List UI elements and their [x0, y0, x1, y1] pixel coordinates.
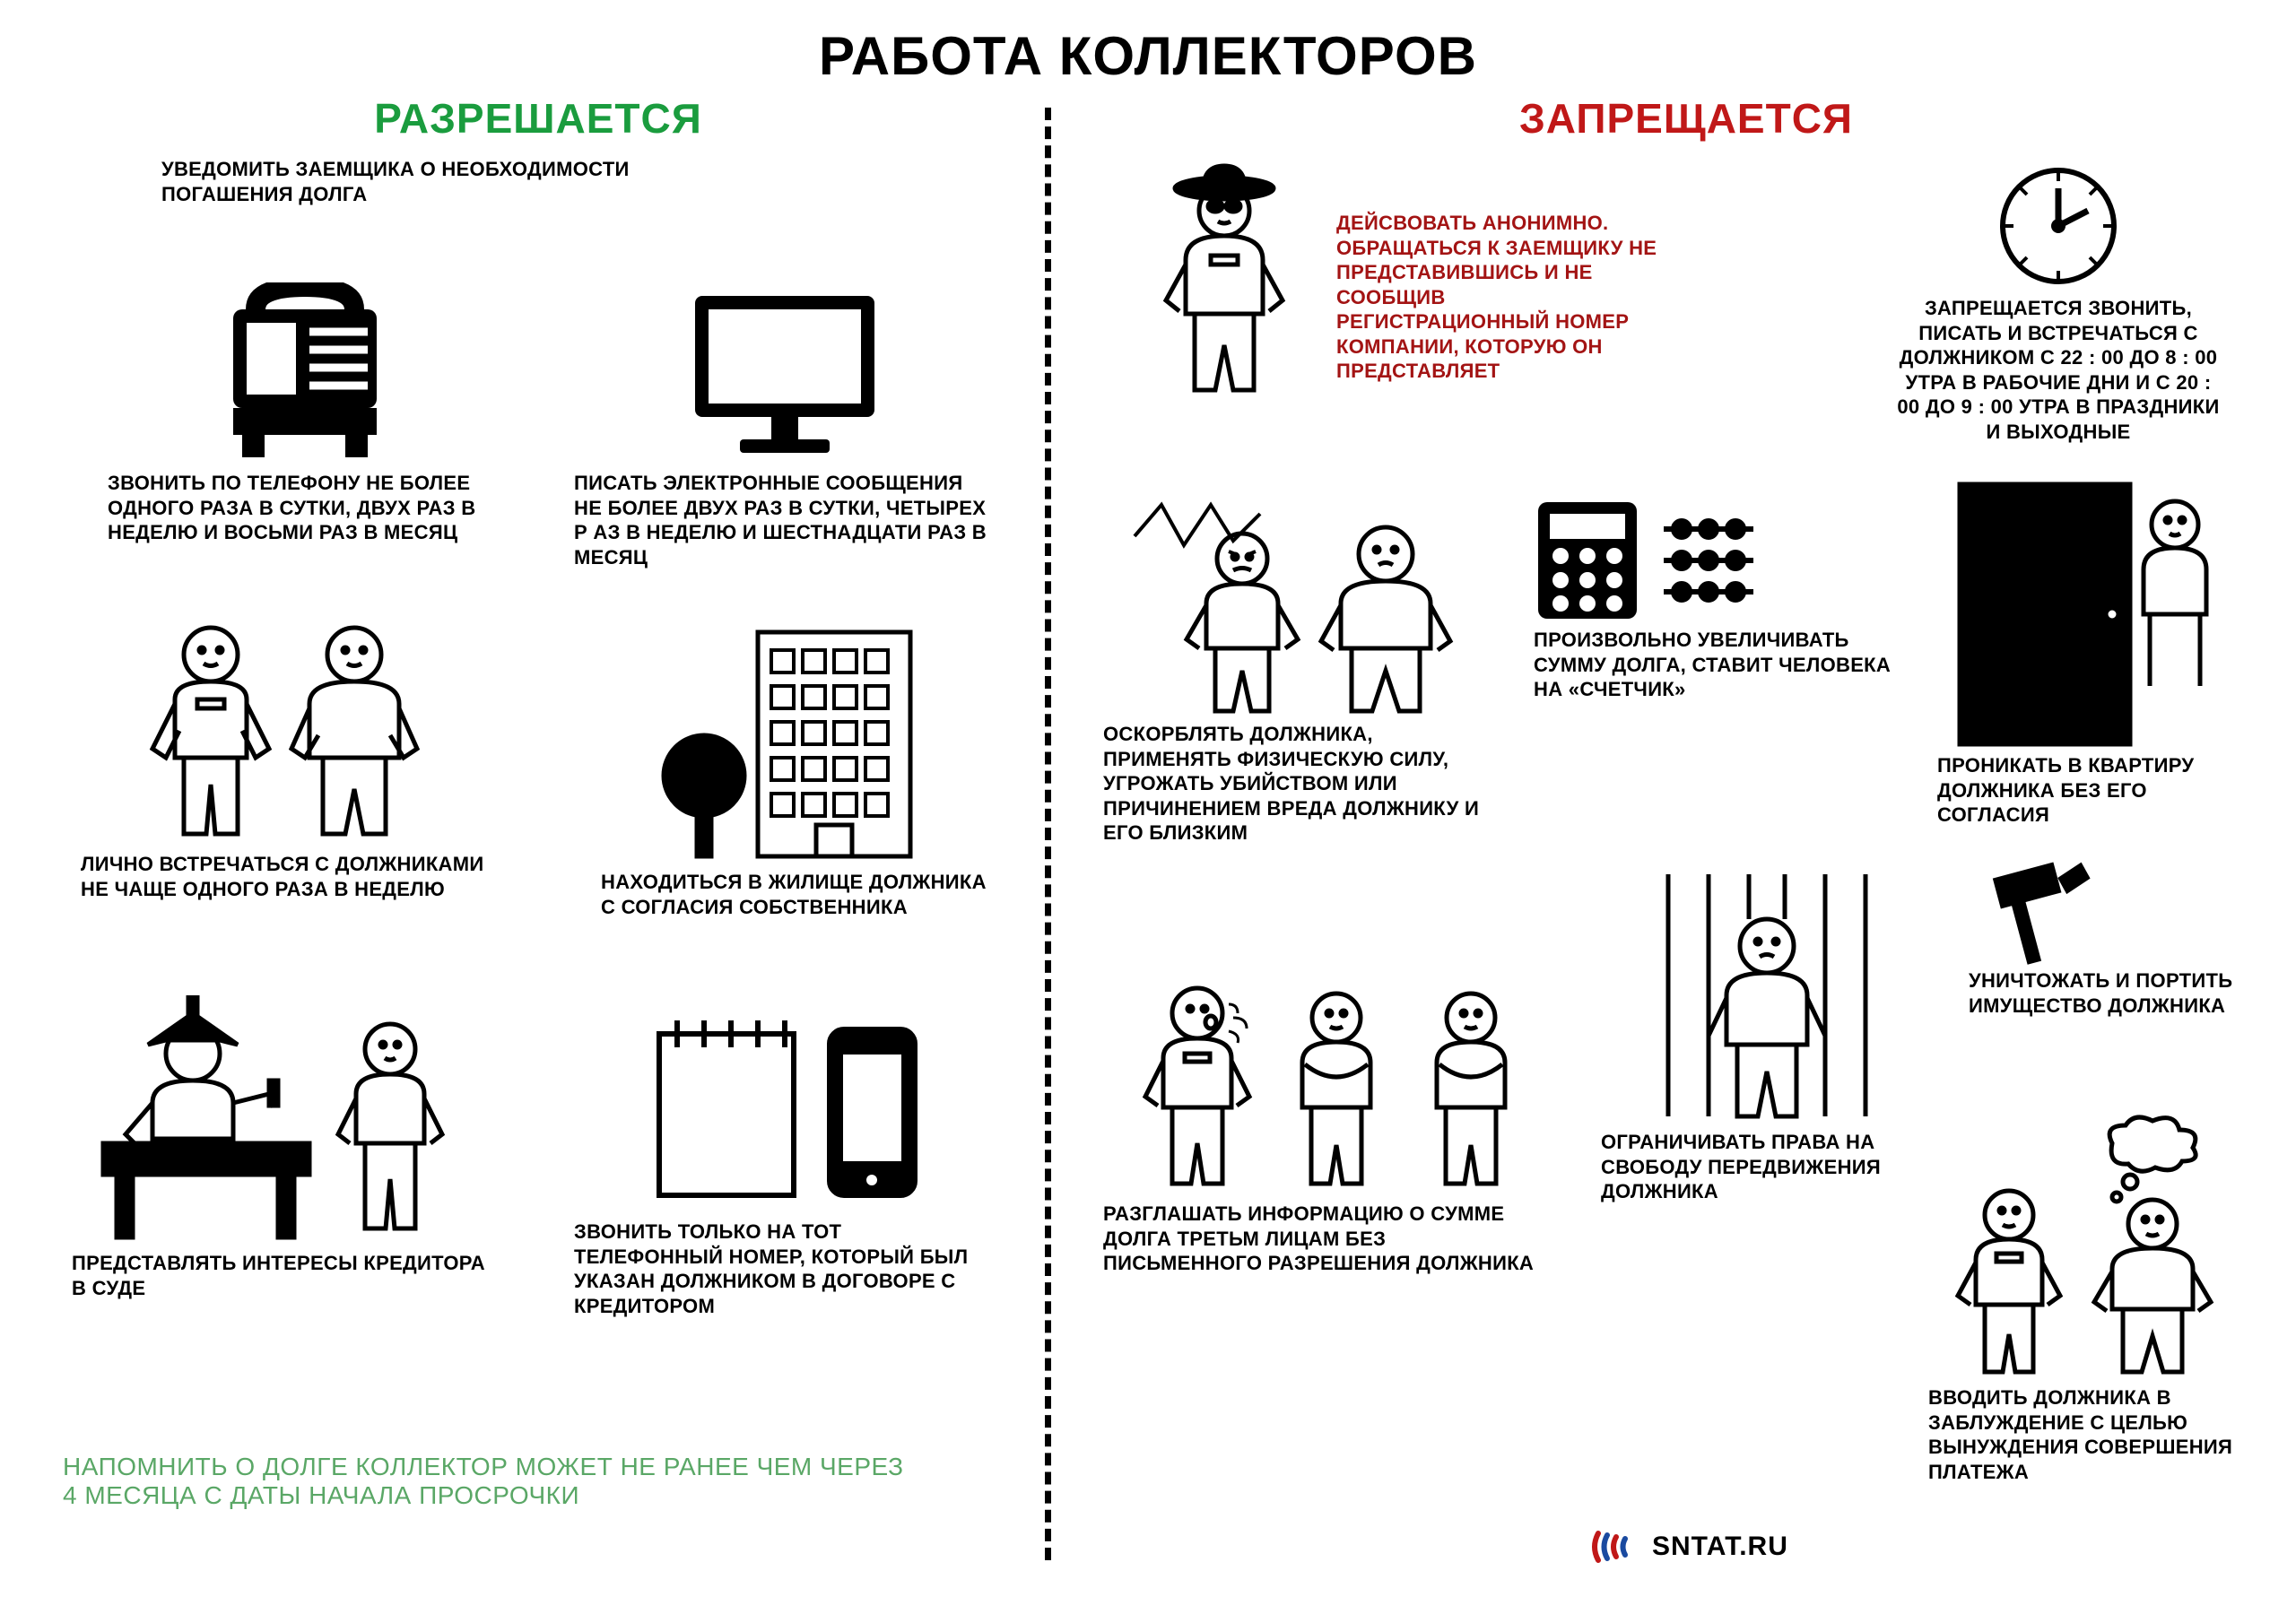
forbidden-item-8: ВВОДИТЬ ДОЛЖНИКА В ЗАБЛУЖДЕНИЕ С ЦЕЛЬЮ В…: [1928, 1385, 2242, 1484]
court-icon: [72, 991, 493, 1251]
mislead-icon: [1928, 1107, 2242, 1385]
forbidden-item-1: ЗАПРЕЩАЕТСЯ ЗВОНИТЬ, ПИСАТЬ И ВСТРЕЧАТЬС…: [1892, 296, 2224, 444]
allowed-intro: УВЕДОМИТЬ ЗАЕМЩИКА О НЕОБХОДИМОСТИ ПОГАШ…: [161, 157, 718, 206]
forbidden-item-7: ОГРАНИЧИВАТЬ ПРАВА НА СВОБОДУ ПЕРЕДВИЖЕН…: [1601, 1130, 1933, 1204]
allowed-item-5: ЗВОНИТЬ ТОЛЬКО НА ТОТ ТЕЛЕФОННЫЙ НОМЕР, …: [574, 1219, 996, 1318]
building-icon: [574, 610, 996, 870]
forbidden-item-6: РАЗГЛАШАТЬ ИНФОРМАЦИЮ О СУММЕ ДОЛГА ТРЕТ…: [1103, 1202, 1543, 1276]
monitor-icon: [574, 273, 996, 471]
main-title: РАБОТА КОЛЛЕКТОРОВ: [0, 25, 2296, 87]
phone-icon: [108, 273, 502, 471]
forbidden-item-5: УНИЧТОЖАТЬ И ПОРТИТЬ ИМУЩЕСТВО ДОЛЖНИКА: [1969, 968, 2238, 1018]
hammer-icon: [1969, 861, 2238, 968]
forbidden-item-4: ПРОНИКАТЬ В КВАРТИРУ ДОЛЖНИКА БЕЗ ЕГО СО…: [1937, 753, 2242, 828]
forbidden-title: ЗАПРЕЩАЕТСЯ: [1462, 94, 1910, 143]
allowed-item-3: НАХОДИТЬСЯ В ЖИЛИЩЕ ДОЛЖНИКА С СОГЛАСИЯ …: [601, 870, 996, 919]
jail-icon: [1601, 861, 1933, 1130]
source-text: SNTAT.RU: [1652, 1532, 1788, 1562]
disclosure-icon: [1103, 950, 1570, 1202]
allowed-item-4: ПРЕДСТАВЛЯТЬ ИНТЕРЕСЫ КРЕДИТОРА В СУДЕ: [72, 1251, 493, 1300]
allowed-item-2: ЛИЧНО ВСТРЕЧАТЬСЯ С ДОЛЖНИКАМИ НЕ ЧАЩЕ О…: [81, 852, 493, 901]
center-divider: [1045, 108, 1051, 1560]
threatening-icon: [1103, 466, 1507, 722]
allowed-footer-note: НАПОМНИТЬ О ДОЛГЕ КОЛЛЕКТОР МОЖЕТ НЕ РАН…: [63, 1453, 915, 1510]
door-icon: [1937, 466, 2242, 753]
forbidden-item-0: ДЕЙСВОВАТЬ АНОНИМНО. ОБРАЩАТЬСЯ К ЗАЕМЩИ…: [1336, 211, 1659, 384]
forbidden-item-3: ПРОИЗВОЛЬНО УВЕЛИЧИВАТЬ СУММУ ДОЛГА, СТА…: [1534, 628, 1892, 702]
calculator-icon: [1534, 493, 1892, 628]
forbidden-item-2: ОСКОРБЛЯТЬ ДОЛЖНИКА, ПРИМЕНЯТЬ ФИЗИЧЕСКУ…: [1103, 722, 1498, 846]
allowed-item-1: ПИСАТЬ ЭЛЕКТРОННЫЕ СООБЩЕНИЯ НЕ БОЛЕЕ ДВ…: [574, 471, 996, 569]
allowed-item-0: ЗВОНИТЬ ПО ТЕЛЕФОНУ НЕ БОЛЕЕ ОДНОГО РАЗА…: [108, 471, 502, 545]
notepad-phone-icon: [574, 991, 996, 1219]
allowed-title: РАЗРЕШАЕТСЯ: [54, 94, 1022, 143]
source-attribution: SNTAT.RU: [1587, 1524, 1788, 1569]
clock-icon: [1892, 157, 2224, 296]
anonymous-person-icon: [1121, 157, 1327, 399]
two-people-icon: [81, 610, 493, 852]
source-logo-icon: [1587, 1524, 1641, 1569]
